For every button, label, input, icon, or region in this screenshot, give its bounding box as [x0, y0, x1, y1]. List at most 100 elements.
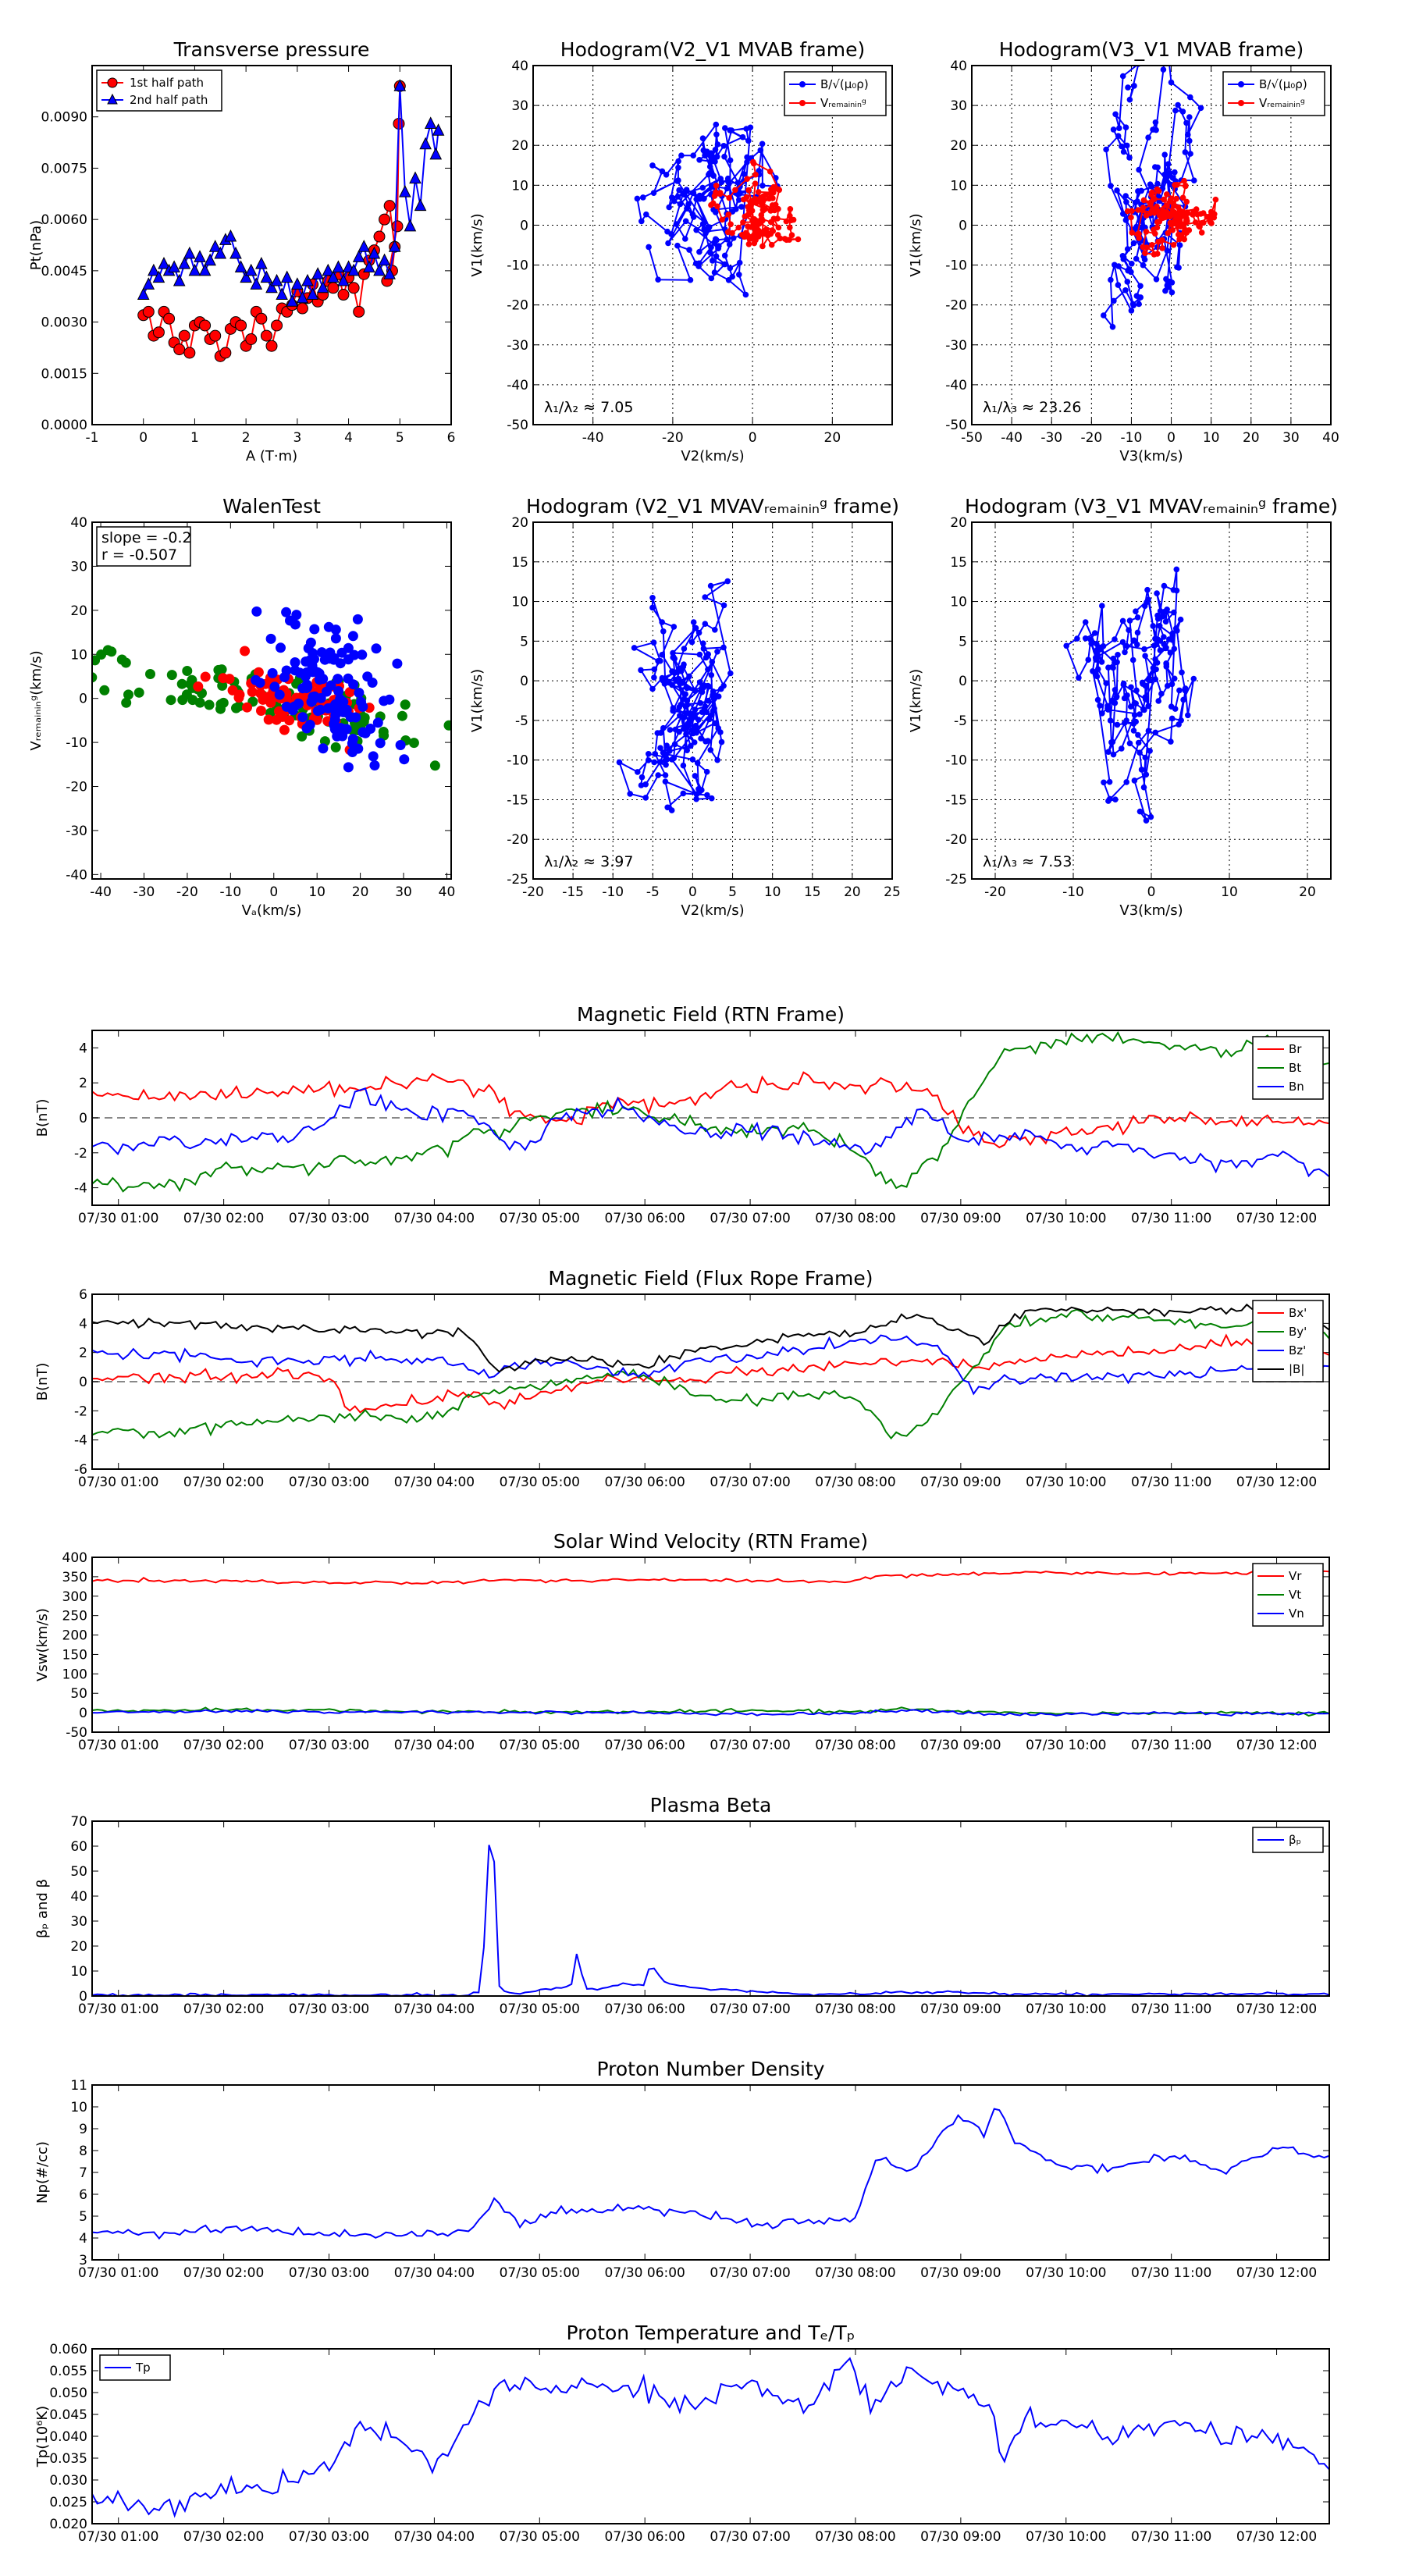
y-tick-label: -40	[507, 378, 528, 393]
data-point	[696, 651, 703, 658]
series-line-Bx'	[92, 1333, 1329, 1414]
data-point	[308, 694, 318, 705]
data-point	[1149, 242, 1155, 248]
data-point	[689, 756, 696, 763]
data-point	[1101, 312, 1107, 318]
data-point	[1175, 219, 1181, 225]
y-tick-label: -2	[74, 1146, 87, 1162]
data-point	[695, 629, 702, 636]
data-point	[1142, 682, 1149, 689]
data-point	[1168, 279, 1176, 286]
data-point	[736, 197, 742, 203]
data-point	[1168, 681, 1176, 688]
plot-frame	[91, 1557, 1330, 1733]
x-tick-label: 07/30 01:00	[78, 2529, 158, 2545]
data-point	[635, 769, 641, 775]
data-point	[1181, 236, 1187, 243]
legend-box	[1222, 71, 1325, 116]
data-point	[1124, 246, 1131, 252]
data-point	[755, 189, 762, 195]
data-point	[244, 263, 258, 276]
y-tick-label: 10	[70, 1964, 87, 1980]
y-tick-label: 6	[79, 1287, 87, 1303]
y-tick-label: 400	[62, 1550, 87, 1566]
x-tick-label: -15	[562, 884, 584, 900]
legend-label: Bz'	[1289, 1343, 1306, 1357]
data-point	[219, 347, 232, 359]
data-point	[663, 762, 669, 768]
x-tick-label: -20	[662, 430, 684, 446]
data-point	[198, 263, 212, 276]
data-point	[774, 232, 781, 238]
y-tick-label: 30	[70, 559, 87, 575]
data-point	[337, 289, 350, 301]
data-point	[1160, 613, 1167, 620]
data-point	[158, 256, 170, 269]
data-point	[1108, 276, 1114, 283]
plot-frame	[91, 2348, 1330, 2524]
data-point	[1131, 637, 1137, 644]
data-point	[414, 198, 427, 212]
data-point	[393, 79, 407, 91]
y-tick-label: -10	[945, 258, 967, 274]
data-point	[677, 201, 684, 208]
data-point	[1130, 728, 1137, 734]
y-tick-label: -4	[74, 1433, 87, 1449]
x-tick-label: 07/30 08:00	[815, 2265, 895, 2281]
data-point	[1131, 699, 1138, 706]
data-point	[729, 229, 735, 237]
data-point	[1097, 646, 1104, 653]
legend-label: βₚ	[1289, 1833, 1301, 1847]
data-point	[96, 649, 107, 660]
data-point	[1179, 222, 1186, 229]
data-point	[651, 674, 657, 681]
data-point	[291, 277, 304, 290]
data-point	[1164, 247, 1171, 254]
y-axis-label: B(nT)	[34, 1099, 51, 1137]
data-point	[354, 688, 365, 698]
data-point	[1119, 745, 1125, 752]
data-point	[1145, 728, 1152, 734]
data-point	[391, 220, 404, 233]
data-point	[1136, 808, 1144, 815]
data-point	[1144, 586, 1151, 593]
data-point	[301, 671, 311, 681]
x-tick-label: 07/30 06:00	[604, 2265, 685, 2281]
data-point	[1141, 646, 1147, 653]
plot-frame	[91, 1820, 1330, 1997]
data-point	[748, 224, 754, 230]
data-point	[326, 703, 337, 713]
y-tick-label: -25	[507, 872, 528, 888]
y-tick-label: 0.020	[49, 2517, 87, 2532]
data-point	[674, 242, 681, 249]
data-point	[347, 631, 358, 642]
data-point	[1152, 230, 1158, 237]
data-point	[1182, 149, 1189, 155]
data-point	[744, 231, 751, 238]
x-tick-label: 07/30 01:00	[78, 2001, 158, 2017]
data-point	[318, 743, 329, 754]
legend-marker	[107, 77, 118, 88]
data-point	[1161, 196, 1167, 203]
data-point	[1112, 659, 1118, 666]
data-point	[781, 236, 788, 242]
data-point	[711, 269, 718, 276]
data-point	[1147, 813, 1154, 820]
data-point	[350, 712, 361, 723]
data-point	[703, 768, 710, 775]
data-point	[1126, 96, 1133, 103]
data-point	[1154, 203, 1160, 210]
data-point	[92, 672, 98, 683]
data-point	[1142, 754, 1149, 761]
legend-label: Vr	[1289, 1569, 1302, 1583]
data-point	[304, 720, 315, 730]
data-point	[1097, 703, 1103, 709]
data-point	[684, 685, 690, 692]
data-point	[695, 717, 702, 723]
data-point	[1173, 195, 1179, 202]
data-point	[303, 643, 314, 653]
y-tick-label: 0	[520, 218, 528, 233]
legend-label: By'	[1289, 1325, 1307, 1339]
data-point	[698, 735, 704, 742]
y-tick-label: -20	[945, 298, 967, 314]
